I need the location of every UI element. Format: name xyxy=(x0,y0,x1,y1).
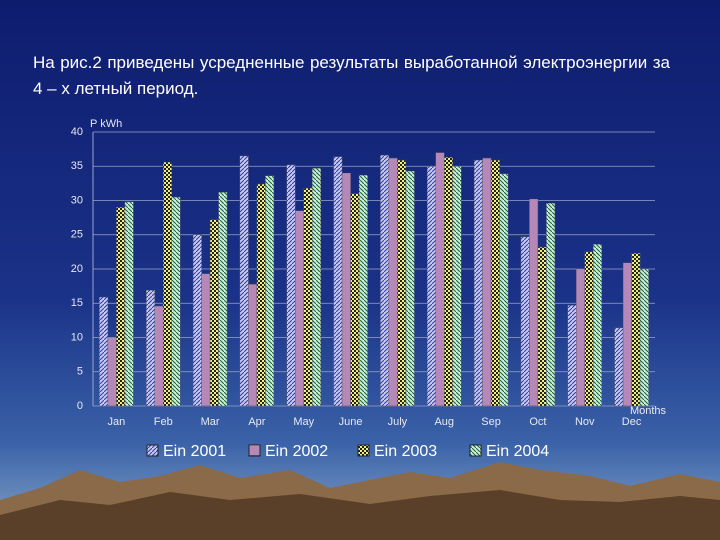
bar xyxy=(537,246,547,407)
x-tick-label: Aug xyxy=(434,416,454,428)
y-tick-label: 0 xyxy=(77,400,83,412)
bar xyxy=(546,203,556,407)
bar xyxy=(154,305,164,407)
bar xyxy=(490,159,500,407)
y-tick-label: 25 xyxy=(71,229,83,241)
bar xyxy=(124,201,134,407)
bar xyxy=(192,234,202,407)
slide-text: На рис.2 приведены усредненные результат… xyxy=(33,53,670,98)
legend-label: Ein 2002 xyxy=(265,443,328,460)
bar xyxy=(239,155,249,407)
bar xyxy=(639,268,649,407)
bar xyxy=(107,337,117,407)
bar xyxy=(584,251,594,407)
bar xyxy=(116,207,126,407)
bar xyxy=(388,157,398,407)
bar xyxy=(341,172,351,407)
x-tick-label: Feb xyxy=(154,416,173,428)
bar xyxy=(209,219,219,407)
x-tick-label: June xyxy=(339,416,363,428)
bar xyxy=(265,175,275,407)
legend-swatch xyxy=(357,444,370,457)
bar xyxy=(529,198,539,407)
bar xyxy=(482,157,492,407)
x-tick-label: Sep xyxy=(481,416,501,428)
bar xyxy=(614,327,624,407)
bar xyxy=(171,196,181,407)
bar xyxy=(303,187,313,407)
x-tick-label: Jan xyxy=(108,416,126,428)
x-tick-label: Oct xyxy=(529,416,546,428)
legend-label: Ein 2001 xyxy=(163,443,226,460)
y-tick-label: 5 xyxy=(77,366,83,378)
bar xyxy=(397,159,407,407)
bar xyxy=(427,166,436,407)
bar xyxy=(435,152,445,407)
y-tick-label: 10 xyxy=(71,331,83,343)
bar xyxy=(631,253,641,407)
x-tick-label: Nov xyxy=(575,416,595,428)
bar xyxy=(622,262,632,407)
y-axis-label: P kWh xyxy=(90,118,122,130)
bar xyxy=(295,210,304,407)
bar xyxy=(350,193,360,407)
bar xyxy=(248,283,258,407)
x-tick-label: Dec xyxy=(622,416,642,428)
x-tick-label: May xyxy=(293,416,314,428)
legend-label: Ein 2003 xyxy=(374,443,437,460)
bar xyxy=(567,305,577,407)
x-axis-label: Months xyxy=(630,405,667,417)
legend-swatch xyxy=(248,444,261,457)
bar xyxy=(201,273,211,407)
x-tick-label: Apr xyxy=(248,416,265,428)
y-tick-label: 20 xyxy=(71,263,83,275)
bar xyxy=(358,174,368,407)
bar xyxy=(312,168,321,407)
bar xyxy=(333,156,343,407)
y-tick-label: 30 xyxy=(71,194,83,206)
bar xyxy=(593,244,602,407)
x-tick-label: Mar xyxy=(201,416,220,428)
mountains-front xyxy=(0,490,720,540)
y-tick-label: 40 xyxy=(71,126,83,138)
bar xyxy=(286,164,296,407)
x-tick-label: July xyxy=(388,416,408,428)
bar xyxy=(380,155,390,407)
legend-swatch xyxy=(469,444,482,457)
bar xyxy=(520,236,530,407)
bar xyxy=(473,159,483,407)
bar xyxy=(405,170,415,407)
y-tick-label: 15 xyxy=(71,297,83,309)
bar xyxy=(146,290,155,407)
legend-label: Ein 2004 xyxy=(486,443,549,460)
bar xyxy=(444,157,453,407)
bar xyxy=(256,183,266,407)
bar xyxy=(452,166,462,407)
bar xyxy=(218,192,228,407)
bar xyxy=(499,173,509,407)
legend-swatch xyxy=(146,444,159,457)
y-tick-label: 35 xyxy=(71,160,83,172)
bar xyxy=(163,161,172,407)
bar xyxy=(99,296,109,407)
bar xyxy=(576,268,585,407)
